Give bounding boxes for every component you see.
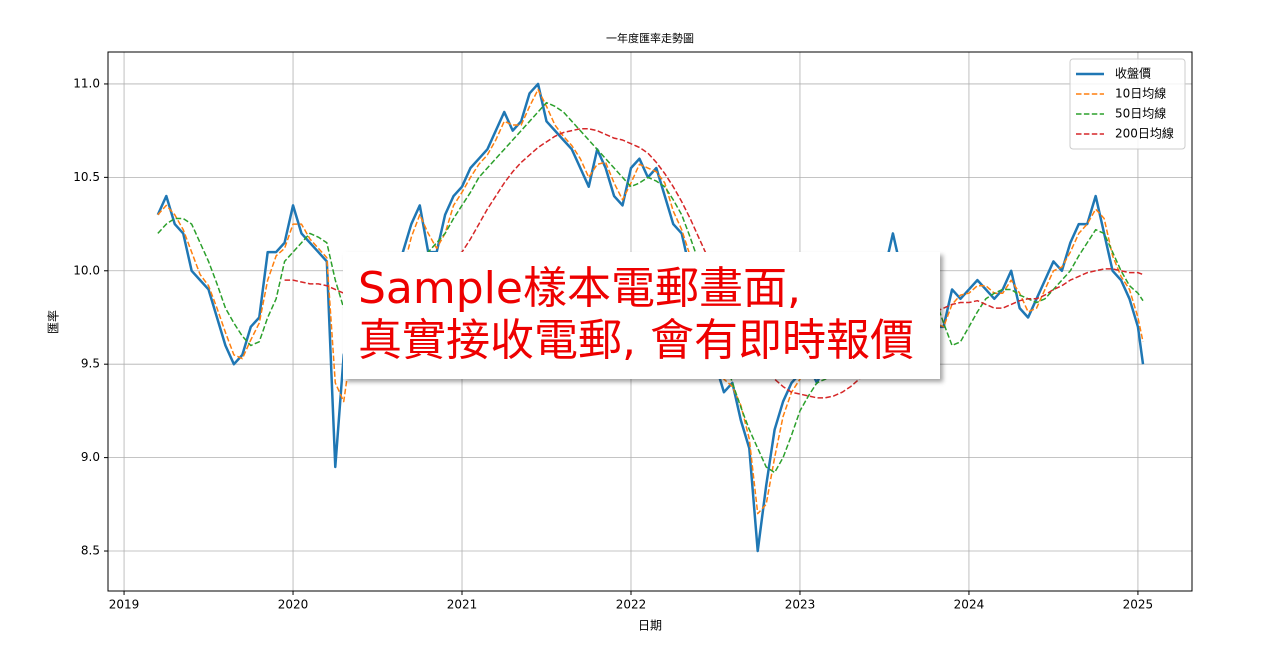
y-tick-label: 11.0 <box>73 76 100 90</box>
legend-label: 200日均線 <box>1115 126 1174 141</box>
legend-box <box>1069 58 1186 150</box>
overlay-text: 真實接收電郵, 會有即時報價 <box>358 315 914 366</box>
x-tick-label: 2024 <box>954 598 985 612</box>
legend-label: 10日均線 <box>1115 86 1166 101</box>
y-axis-label: 匯率 <box>46 310 61 334</box>
series-line <box>157 88 1144 515</box>
series-line <box>157 101 1144 474</box>
legend-label: 50日均線 <box>1115 106 1166 121</box>
x-tick-label: 2021 <box>447 598 478 612</box>
y-tick-label: 8.5 <box>81 544 100 558</box>
y-tick-label: 9.5 <box>81 357 100 371</box>
sample-overlay: Sample樣本電郵畫面, 真實接收電郵, 會有即時報價 <box>343 252 940 379</box>
series-line <box>156 82 1145 553</box>
overlay-box <box>343 252 940 379</box>
chart-title: 一年度匯率走勢圖 <box>606 31 694 45</box>
x-tick-label: 2022 <box>616 598 647 612</box>
plot-frame <box>107 51 1193 592</box>
x-tick-label: 2023 <box>785 598 816 612</box>
x-tick-label: 2019 <box>109 598 140 612</box>
y-tick-label: 10.0 <box>73 263 100 277</box>
y-tick-label: 10.5 <box>73 170 100 184</box>
x-tick-label: 2025 <box>1123 598 1154 612</box>
y-tick-label: 9.0 <box>81 450 100 464</box>
x-axis-label: 日期 <box>638 619 662 633</box>
legend: 收盤價 10日均線 50日均線 200日均線 <box>1069 58 1186 150</box>
x-tick-label: 2020 <box>278 598 309 612</box>
overlay-text: Sample樣本電郵畫面, <box>358 263 801 314</box>
legend-label: 收盤價 <box>1115 67 1151 81</box>
